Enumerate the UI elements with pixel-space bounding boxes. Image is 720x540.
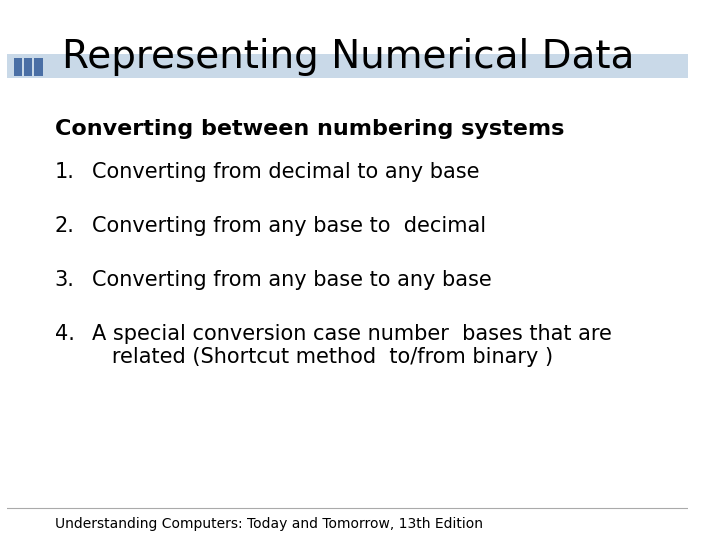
Text: Representing Numerical Data: Representing Numerical Data — [62, 38, 634, 76]
Text: Converting from any base to  decimal: Converting from any base to decimal — [92, 216, 487, 236]
Text: Converting from decimal to any base: Converting from decimal to any base — [92, 162, 480, 182]
Text: 3.: 3. — [55, 270, 75, 290]
Text: 4.: 4. — [55, 324, 75, 344]
Text: Converting between numbering systems: Converting between numbering systems — [55, 119, 564, 139]
Text: 1.: 1. — [55, 162, 75, 182]
Text: 2.: 2. — [55, 216, 75, 236]
FancyBboxPatch shape — [35, 58, 42, 76]
Text: A special conversion case number  bases that are
   related (Shortcut method  to: A special conversion case number bases t… — [92, 324, 612, 367]
FancyBboxPatch shape — [7, 54, 688, 78]
Text: Understanding Computers: Today and Tomorrow, 13th Edition: Understanding Computers: Today and Tomor… — [55, 517, 483, 531]
FancyBboxPatch shape — [24, 58, 32, 76]
FancyBboxPatch shape — [14, 58, 22, 76]
Text: Converting from any base to any base: Converting from any base to any base — [92, 270, 492, 290]
